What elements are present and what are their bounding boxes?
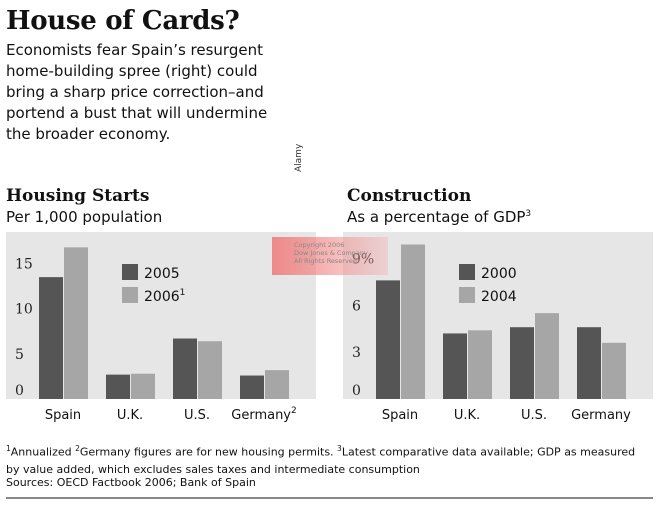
bar-2005-spain bbox=[39, 277, 63, 399]
x-tick-note: 2 bbox=[291, 406, 297, 416]
y-tick-label: 5 bbox=[15, 347, 24, 363]
bar-2005-us bbox=[173, 338, 197, 399]
bar-2004-spain bbox=[401, 244, 425, 399]
y-tick-label: 0 bbox=[15, 383, 24, 399]
chart-2-subtitle: As a percentage of GDP3 bbox=[347, 208, 532, 226]
bar-2006-germany bbox=[265, 370, 289, 399]
bar-2004-germany bbox=[602, 342, 626, 399]
legend-swatch bbox=[122, 264, 138, 280]
watermark-line-3: All Rights Reserved bbox=[294, 257, 357, 265]
y-tick-label: 10 bbox=[15, 302, 33, 318]
x-tick-label: Spain bbox=[45, 408, 81, 423]
bar-2000-germany bbox=[577, 327, 601, 399]
photo-credit: Alamy bbox=[294, 143, 304, 172]
housing-starts-chart: 0 5 10 15 Spain U.K. U.S. Germany2 2005 20061 bbox=[6, 232, 316, 423]
footnote-1-marker: 1 bbox=[6, 444, 11, 453]
bar-2005-uk bbox=[106, 374, 130, 399]
x-tick-label: U.S. bbox=[184, 408, 210, 423]
legend-swatch bbox=[122, 287, 138, 303]
footnotes: 1Annualized 2Germany figures are for new… bbox=[6, 440, 646, 478]
headline: House of Cards? bbox=[6, 6, 240, 36]
x-tick-label: U.S. bbox=[521, 408, 547, 423]
y-tick-label: 15 bbox=[15, 257, 33, 273]
watermark-line-2: Dow Jones & Company bbox=[294, 249, 368, 257]
bar-2006-uk bbox=[131, 373, 155, 399]
legend-label: 2004 bbox=[481, 289, 517, 305]
x-tick-label: U.K. bbox=[454, 408, 480, 423]
chart-1-title: Housing Starts bbox=[6, 186, 150, 206]
x-tick-label: Germany2 bbox=[231, 406, 297, 423]
watermark-line-1: Copyright 2006 bbox=[294, 241, 345, 249]
copyright-watermark: Copyright 2006 Dow Jones & Company All R… bbox=[272, 237, 388, 275]
bar-2004-us bbox=[535, 313, 559, 399]
footnote-3-text: Latest comparative data available; GDP a… bbox=[6, 445, 636, 476]
bar-2000-uk bbox=[443, 333, 467, 399]
legend-label: 2005 bbox=[144, 266, 180, 282]
footnote-1-text: Annualized bbox=[10, 445, 76, 459]
bar-2000-spain bbox=[376, 280, 400, 399]
chart-1-subtitle: Per 1,000 population bbox=[6, 208, 163, 226]
footnote-3-marker: 3 bbox=[337, 444, 342, 453]
legend-note: 1 bbox=[180, 288, 186, 298]
chart-2-title: Construction bbox=[347, 186, 472, 206]
intro-text: Economists fear Spain’s resurgent home-b… bbox=[6, 41, 268, 143]
legend-label: 20061 bbox=[144, 288, 185, 305]
bar-2006-us bbox=[198, 341, 222, 399]
x-tick-label: Germany bbox=[571, 408, 631, 423]
legend-swatch bbox=[459, 287, 475, 303]
x-tick-label: U.K. bbox=[117, 408, 143, 423]
bar-2006-spain bbox=[64, 247, 88, 399]
legend-swatch bbox=[459, 264, 475, 280]
bar-2005-germany bbox=[240, 375, 264, 399]
bar-2004-uk bbox=[468, 330, 492, 399]
bottom-rule bbox=[6, 497, 653, 499]
bar-2000-us bbox=[510, 327, 534, 399]
footnote-2-text: Germany figures are for new housing perm… bbox=[79, 445, 338, 459]
y-tick-label: 0 bbox=[352, 383, 361, 399]
y-tick-label: 6 bbox=[352, 298, 361, 314]
legend-label: 2000 bbox=[481, 266, 517, 282]
x-tick-label: Spain bbox=[382, 408, 418, 423]
footnote-2-marker: 2 bbox=[75, 444, 80, 453]
sources: Sources: OECD Factbook 2006; Bank of Spa… bbox=[6, 476, 256, 489]
y-tick-label: 3 bbox=[352, 345, 361, 361]
chart-2-subtitle-note: 3 bbox=[525, 209, 532, 219]
